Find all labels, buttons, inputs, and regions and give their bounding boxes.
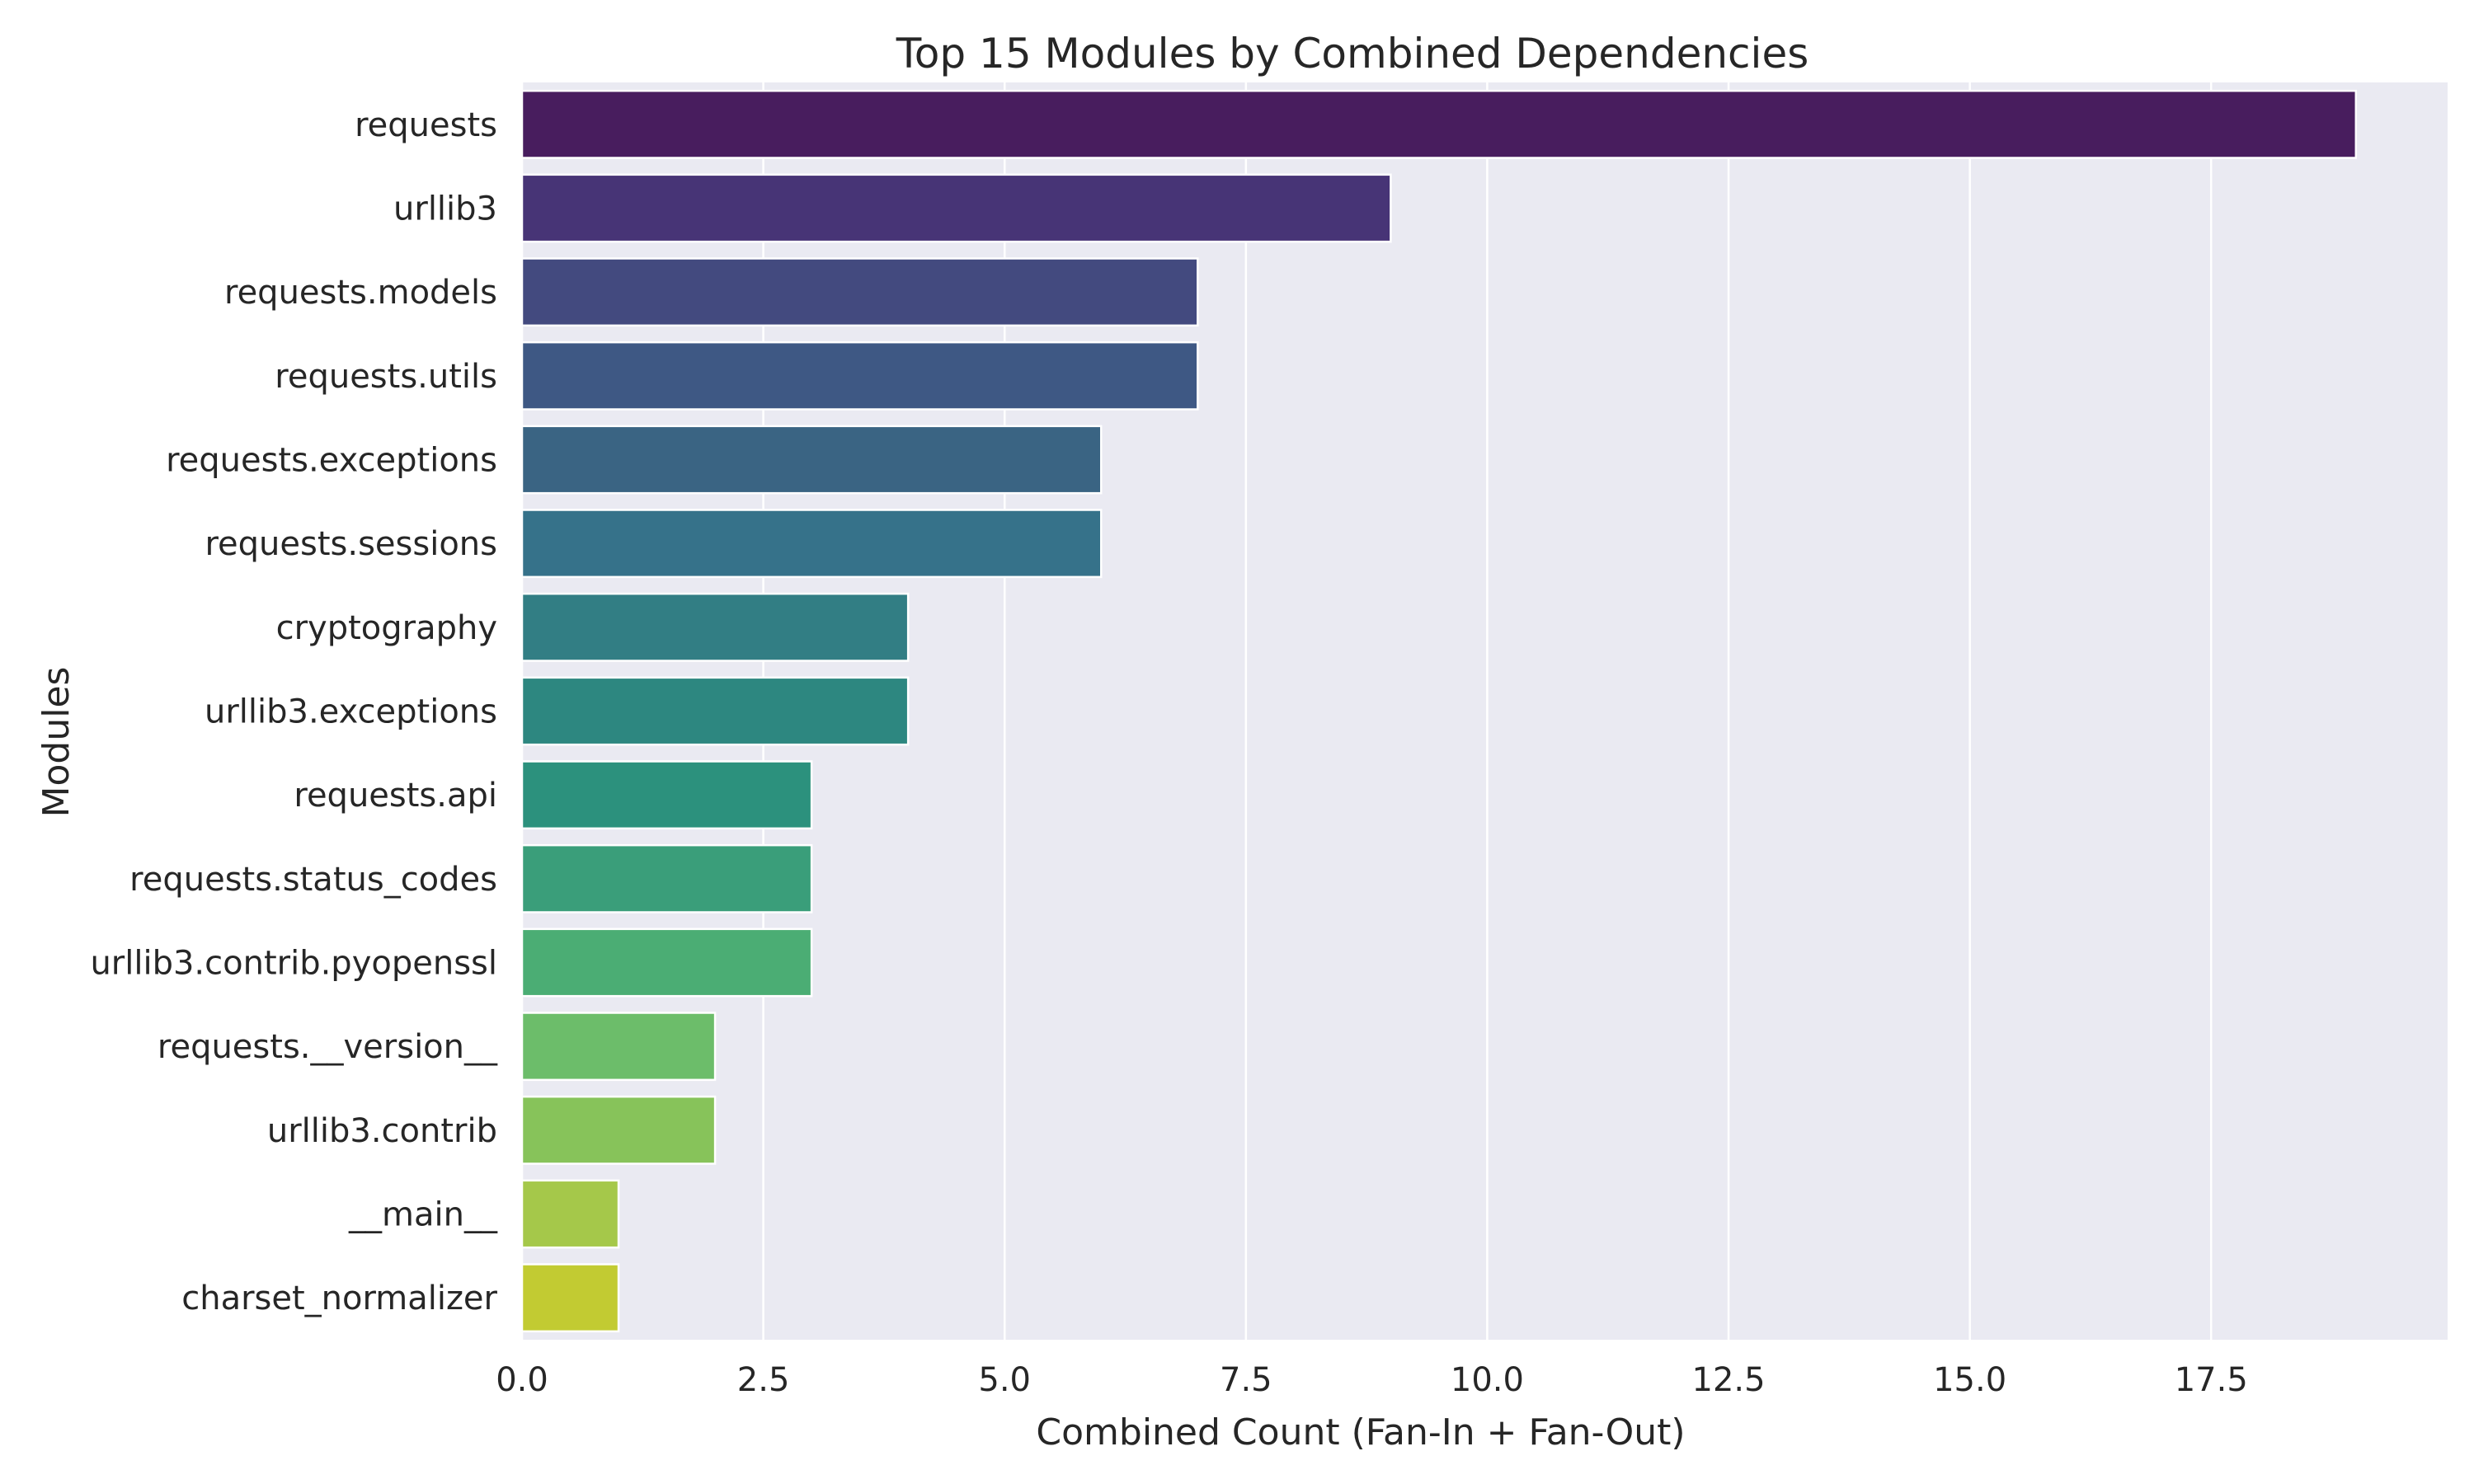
bar bbox=[520, 1012, 717, 1082]
y-tick-label: requests.exceptions bbox=[166, 442, 497, 480]
x-tick-label: 17.5 bbox=[2175, 1361, 2248, 1399]
x-tick-label: 15.0 bbox=[1933, 1361, 2006, 1399]
y-tick-label: requests.status_codes bbox=[129, 861, 497, 899]
bar bbox=[520, 509, 1103, 579]
bar bbox=[520, 425, 1103, 495]
y-tick-label: requests.utils bbox=[275, 358, 497, 396]
bar bbox=[520, 173, 1392, 243]
y-tick-label: urllib3.exceptions bbox=[205, 693, 497, 731]
bar bbox=[520, 340, 1199, 411]
y-tick-label: requests.models bbox=[224, 274, 497, 312]
y-tick-label: cryptography bbox=[276, 609, 497, 647]
bar bbox=[520, 89, 2358, 159]
bar bbox=[520, 843, 813, 913]
bar bbox=[520, 676, 910, 746]
y-tick-label: charset_normalizer bbox=[181, 1280, 497, 1317]
x-tick-label: 5.0 bbox=[978, 1361, 1031, 1399]
bar bbox=[520, 1095, 717, 1165]
bar bbox=[520, 592, 910, 662]
chart-title: Top 15 Modules by Combined Dependencies bbox=[896, 30, 1809, 77]
bar bbox=[520, 760, 813, 830]
y-tick-label: requests.__version__ bbox=[158, 1028, 498, 1066]
y-tick-label: requests.api bbox=[294, 777, 497, 815]
x-tick-labels: 0.0 2.5 5.0 7.5 10.0 12.5 15.0 17.5 bbox=[496, 1361, 2248, 1399]
x-axis-label: Combined Count (Fan-In + Fan-Out) bbox=[1036, 1411, 1685, 1453]
y-tick-label: requests.sessions bbox=[205, 525, 497, 563]
y-tick-label: urllib3.contrib.pyopenssl bbox=[90, 945, 497, 983]
y-tick-label: __main__ bbox=[348, 1196, 498, 1234]
x-tick-label: 2.5 bbox=[737, 1361, 790, 1399]
bar bbox=[520, 928, 813, 998]
y-tick-label: requests bbox=[355, 106, 497, 144]
x-tick-label: 12.5 bbox=[1692, 1361, 1766, 1399]
bars bbox=[520, 89, 2358, 1333]
x-tick-label: 0.0 bbox=[496, 1361, 548, 1399]
bar bbox=[520, 257, 1199, 327]
x-tick-label: 7.5 bbox=[1220, 1361, 1272, 1399]
y-tick-label: urllib3 bbox=[393, 190, 497, 228]
bar bbox=[520, 1179, 620, 1249]
x-tick-label: 10.0 bbox=[1451, 1361, 1524, 1399]
bar bbox=[520, 1263, 620, 1333]
y-tick-label: urllib3.contrib bbox=[267, 1112, 497, 1150]
y-axis-label: Modules bbox=[35, 667, 78, 818]
y-tick-labels: requests urllib3 requests.models requests.u… bbox=[90, 106, 498, 1317]
